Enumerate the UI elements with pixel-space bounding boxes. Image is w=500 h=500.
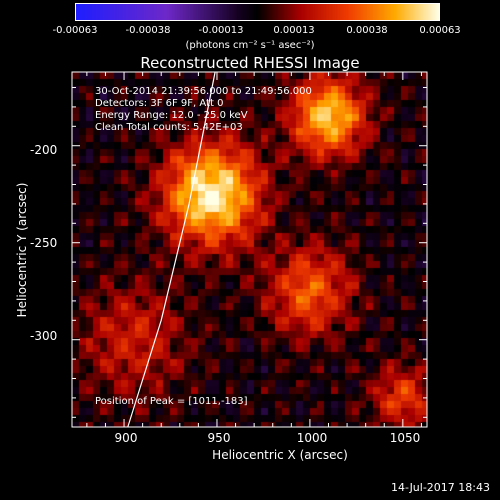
colorbar-tick: -0.00038 <box>125 25 171 36</box>
y-axis-label: Heliocentric Y (arcsec) <box>15 182 29 318</box>
x-tick-label: 900 <box>114 431 138 445</box>
axis-ticks <box>72 72 427 427</box>
annotation-line: 30-Oct-2014 21:39:56.000 to 21:49:56.000 <box>95 86 312 97</box>
peak-position-label: Position of Peak = [1011,-183] <box>95 396 248 407</box>
solar-limb-line <box>127 71 216 428</box>
annotation-line: Energy Range: 12.0 - 25.0 keV <box>95 110 248 121</box>
chart-title: Reconstructed RHESSI Image <box>140 54 360 72</box>
y-tick-label: -300 <box>30 329 58 343</box>
colorbar-tick: -0.00013 <box>198 25 244 36</box>
y-tick-label: -250 <box>30 236 58 250</box>
y-tick-label: -200 <box>30 143 58 157</box>
annotation-line: Clean Total counts: 5.42E+03 <box>95 122 243 133</box>
timestamp: 14-Jul-2017 18:43 <box>390 481 490 494</box>
colorbar-tick: 0.00038 <box>346 25 388 36</box>
x-tick-label: 1000 <box>296 431 328 445</box>
x-axis-label: Heliocentric X (arcsec) <box>212 448 348 462</box>
x-tick-label: 1050 <box>389 431 421 445</box>
colorbar-units: (photons cm⁻² s⁻¹ asec⁻²) <box>185 40 315 51</box>
x-tick-label: 950 <box>207 431 231 445</box>
plot-frame <box>71 71 428 428</box>
colorbar <box>75 3 440 21</box>
colorbar-tick: 0.00063 <box>419 25 461 36</box>
colorbar-tick: 0.00013 <box>273 25 315 36</box>
colorbar-tick: -0.00063 <box>52 25 98 36</box>
annotation-line: Detectors: 3F 6F 9F, Att 0 <box>95 98 224 109</box>
